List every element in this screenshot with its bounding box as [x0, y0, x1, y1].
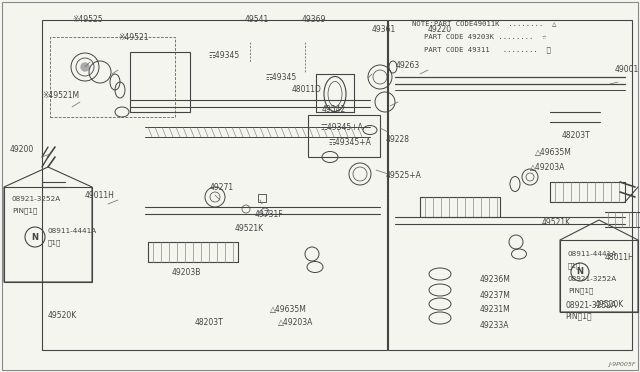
- Text: N: N: [577, 267, 584, 276]
- Text: ※49521: ※49521: [118, 33, 148, 42]
- Bar: [560, 240, 638, 312]
- Text: 49542: 49542: [322, 105, 346, 114]
- Text: ☶49345+A: ☶49345+A: [328, 138, 371, 147]
- Text: ☶49345+A: ☶49345+A: [320, 123, 363, 132]
- Text: PIN（1）: PIN（1）: [12, 208, 37, 214]
- Text: 49231M: 49231M: [480, 305, 511, 314]
- Text: PART CODE 49203K ........  ☆: PART CODE 49203K ........ ☆: [424, 34, 547, 40]
- Text: （1）: （1）: [48, 240, 61, 246]
- Text: J-9P005F: J-9P005F: [609, 362, 636, 367]
- Text: 08911-4441A: 08911-4441A: [568, 251, 617, 257]
- Text: △49203A: △49203A: [530, 163, 565, 172]
- Text: 48203T: 48203T: [562, 131, 591, 140]
- Text: 49520K: 49520K: [48, 311, 77, 320]
- Text: 49361: 49361: [372, 25, 396, 34]
- Text: 08911-4441A: 08911-4441A: [48, 228, 97, 234]
- Text: N: N: [31, 232, 38, 241]
- Bar: [308, 115, 380, 157]
- Text: 49233A: 49233A: [480, 321, 509, 330]
- Text: 48011H: 48011H: [605, 253, 635, 262]
- Text: 49525+A: 49525+A: [386, 171, 422, 180]
- Text: 08921-3252A: 08921-3252A: [565, 301, 616, 310]
- Text: 48011D: 48011D: [292, 85, 322, 94]
- Text: ※49521M: ※49521M: [42, 91, 79, 100]
- Text: 49011H: 49011H: [85, 191, 115, 200]
- Text: 49521K: 49521K: [542, 218, 571, 227]
- Text: 49263: 49263: [396, 61, 420, 70]
- Text: 08921-3252A: 08921-3252A: [12, 196, 61, 202]
- Text: 49237M: 49237M: [480, 291, 511, 300]
- Text: ※49525: ※49525: [72, 15, 102, 24]
- Text: 49541: 49541: [245, 15, 269, 24]
- Text: 49228: 49228: [386, 135, 410, 144]
- Text: ☶49345: ☶49345: [208, 51, 239, 60]
- Bar: [130, 52, 190, 112]
- Bar: [42, 20, 387, 350]
- Text: 49521K: 49521K: [235, 224, 264, 233]
- Text: 49001: 49001: [615, 65, 639, 74]
- Text: △49203A: △49203A: [278, 318, 314, 327]
- Text: PIN（1）: PIN（1）: [565, 311, 591, 320]
- Text: 49220: 49220: [428, 25, 452, 34]
- Text: 08921-3252A: 08921-3252A: [568, 276, 617, 282]
- Text: 49520K: 49520K: [595, 300, 624, 309]
- Text: △49635M: △49635M: [270, 305, 307, 314]
- Bar: [388, 20, 632, 350]
- Text: 48203T: 48203T: [195, 318, 224, 327]
- Text: 49203B: 49203B: [172, 268, 202, 277]
- Text: 49369: 49369: [302, 15, 326, 24]
- Text: PIN（1）: PIN（1）: [568, 288, 593, 294]
- Text: 49271: 49271: [210, 183, 234, 192]
- Bar: [50, 37, 175, 117]
- Circle shape: [81, 63, 89, 71]
- Text: △49635M: △49635M: [535, 148, 572, 157]
- Text: 49731F: 49731F: [255, 210, 284, 219]
- Text: 49236M: 49236M: [480, 275, 511, 284]
- Bar: [4, 187, 92, 282]
- Text: PART CODE 49311   ........  ※: PART CODE 49311 ........ ※: [424, 47, 551, 53]
- Text: 49200: 49200: [10, 145, 35, 154]
- Text: （1）: （1）: [568, 262, 581, 269]
- Bar: [258, 194, 266, 202]
- Text: NOTE;PART CODE49011K  ........  △: NOTE;PART CODE49011K ........ △: [412, 21, 556, 27]
- Text: ☶49345: ☶49345: [265, 73, 296, 82]
